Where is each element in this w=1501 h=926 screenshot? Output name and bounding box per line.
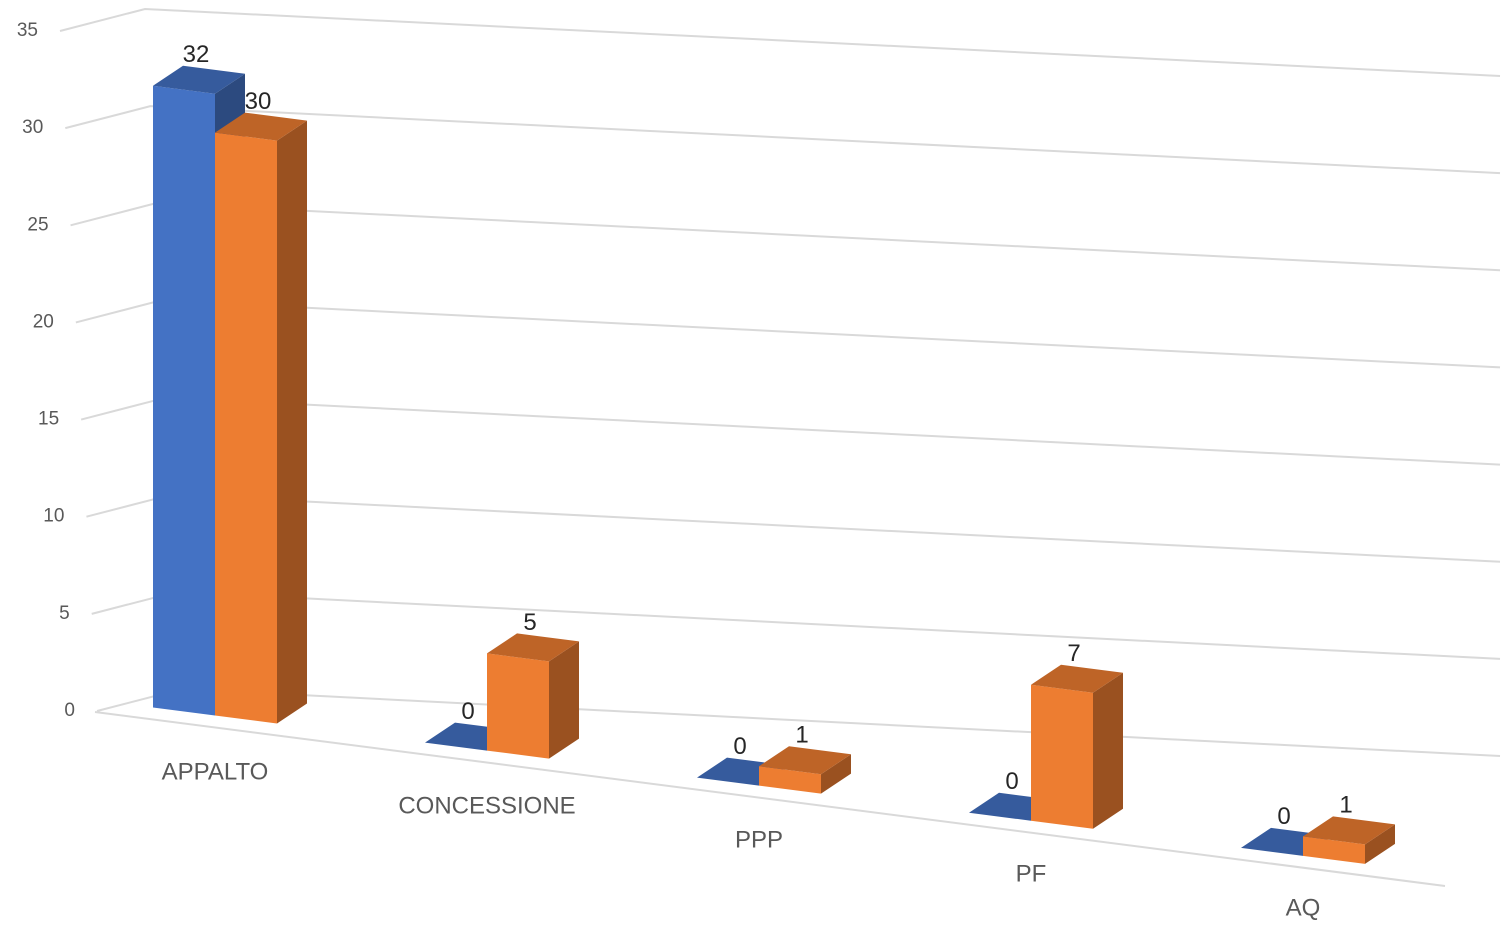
bar-top	[1303, 816, 1395, 845]
y-tick-label: 15	[38, 409, 59, 430]
data-label: 0	[1005, 768, 1018, 795]
y-tick-label: 20	[33, 311, 54, 332]
x-tick-label: APPALTO	[162, 758, 269, 785]
bar-front	[1031, 684, 1093, 829]
bar	[215, 112, 307, 724]
data-label: 1	[1339, 792, 1352, 819]
bar	[1303, 816, 1395, 864]
y-tick-label: 25	[27, 214, 48, 235]
bar-front	[1303, 836, 1365, 864]
data-label: 30	[245, 88, 272, 115]
y-tick-label: 35	[17, 20, 38, 41]
bar-front	[487, 653, 549, 759]
bar-side	[549, 641, 579, 759]
bar-top	[215, 112, 307, 141]
bar-front	[215, 132, 277, 724]
x-tick-label: CONCESSIONE	[398, 792, 575, 819]
bar-top	[487, 633, 579, 662]
bar-front	[153, 85, 215, 716]
bar-top	[1031, 664, 1123, 693]
data-label: 0	[733, 733, 746, 760]
y-tick-label: 30	[22, 117, 43, 138]
data-label: 5	[523, 609, 536, 636]
data-label: 7	[1067, 640, 1080, 667]
bar	[759, 746, 851, 794]
grid-line	[59, 7, 1501, 77]
bar-side	[1093, 672, 1123, 829]
bar-front	[759, 766, 821, 794]
x-tick-label: PF	[1016, 860, 1047, 887]
y-tick-label: 0	[64, 700, 75, 721]
data-label: 0	[461, 698, 474, 725]
y-tick-label: 5	[59, 603, 70, 624]
floor-edge	[94, 711, 1446, 887]
data-label: 0	[1277, 803, 1290, 830]
bar-side	[1365, 824, 1395, 864]
bar-side	[821, 754, 851, 794]
bar	[1031, 664, 1123, 829]
bar-side	[277, 120, 307, 724]
bar-top	[759, 746, 851, 775]
x-tick-label: AQ	[1286, 894, 1321, 921]
x-tick-label: PPP	[735, 826, 783, 853]
grid-line	[65, 105, 1501, 175]
bar	[487, 633, 579, 759]
y-tick-label: 10	[43, 506, 64, 527]
bar-top	[153, 65, 245, 94]
data-label: 1	[795, 722, 808, 749]
data-label: 32	[183, 41, 210, 68]
